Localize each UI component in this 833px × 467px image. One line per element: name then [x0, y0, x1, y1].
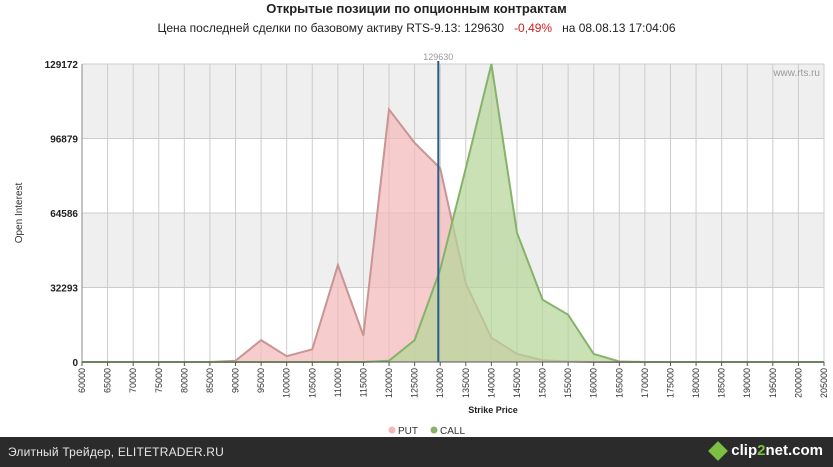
x-tick-label: 145000: [512, 368, 522, 398]
x-tick-label: 135000: [461, 368, 471, 398]
x-tick-label: 120000: [384, 368, 394, 398]
x-tick-label: 125000: [410, 368, 420, 398]
x-tick-label: 80000: [179, 368, 189, 393]
x-tick-label: 165000: [614, 368, 624, 398]
x-tick-label: 195000: [768, 368, 778, 398]
x-tick-label: 105000: [307, 368, 317, 398]
x-tick-label: 150000: [538, 368, 548, 398]
legend-put-label: PUT: [398, 426, 418, 437]
x-tick-label: 95000: [256, 368, 266, 393]
logo-part-a: clip: [731, 442, 758, 459]
logo-part-b: 2: [757, 442, 766, 459]
y-axis-title: Open Interest: [14, 182, 25, 243]
call-series-area: [82, 64, 824, 362]
x-tick-label: 60000: [77, 368, 87, 393]
x-tick-label: 170000: [640, 368, 650, 398]
x-tick-label: 100000: [282, 368, 292, 398]
x-tick-label: 185000: [717, 368, 727, 398]
x-tick-label: 205000: [819, 368, 829, 398]
y-tick-label: 64586: [50, 209, 78, 220]
x-tick-label: 90000: [231, 368, 241, 393]
chart-subtitle: Цена последней сделки по базовому активу…: [0, 20, 833, 36]
clip2net-logo: clip 2 net.com: [708, 440, 823, 461]
logo-part-c: net.com: [765, 442, 823, 459]
subtitle-price: Цена последней сделки по базовому активу…: [157, 21, 505, 35]
open-interest-chart: 129630 0 32293 64586 96879 129172 60000 65000 70…: [14, 52, 829, 437]
y-tick-label: 96879: [50, 135, 78, 146]
footer-bar: Элитный Трейдер, ELITETRADER.RU clip 2 net…: [0, 437, 833, 467]
x-tick-label: 75000: [154, 368, 164, 393]
grid-band: [82, 64, 824, 139]
footer-site-name: Элитный Трейдер, ELITETRADER.RU: [8, 445, 224, 459]
subtitle-timestamp: на 08.08.13 17:04:06: [562, 21, 676, 35]
x-tick-label: 180000: [691, 368, 701, 398]
x-tick-label: 160000: [589, 368, 599, 398]
y-tick-label: 129172: [45, 60, 79, 71]
clip2net-logo-icon: [708, 440, 729, 461]
x-tick-label: 155000: [563, 368, 573, 398]
price-marker-label: 129630: [423, 52, 453, 62]
subtitle-change: -0,49%: [514, 21, 553, 35]
x-axis-title: Strike Price: [468, 405, 518, 415]
watermark-text: www.rts.ru: [772, 68, 820, 79]
x-tick-label: 190000: [742, 368, 752, 398]
legend-call-label: CALL: [440, 426, 465, 437]
x-tick-label: 140000: [486, 368, 496, 398]
x-tick-label: 110000: [333, 368, 343, 397]
x-tick-label: 70000: [128, 368, 138, 393]
x-tick-label: 200000: [793, 368, 803, 398]
chart-title: Открытые позиции по опционным контрактам: [266, 1, 567, 16]
x-tick-label: 115000: [358, 368, 368, 397]
x-tick-label: 85000: [205, 368, 215, 393]
y-tick-label: 0: [72, 358, 78, 369]
y-tick-label: 32293: [50, 284, 78, 295]
legend-put-marker: [388, 426, 396, 434]
x-tick-label: 130000: [435, 368, 445, 398]
legend-call-marker: [430, 426, 438, 434]
x-tick-label: 175000: [665, 368, 675, 398]
x-tick-label: 65000: [103, 368, 113, 393]
